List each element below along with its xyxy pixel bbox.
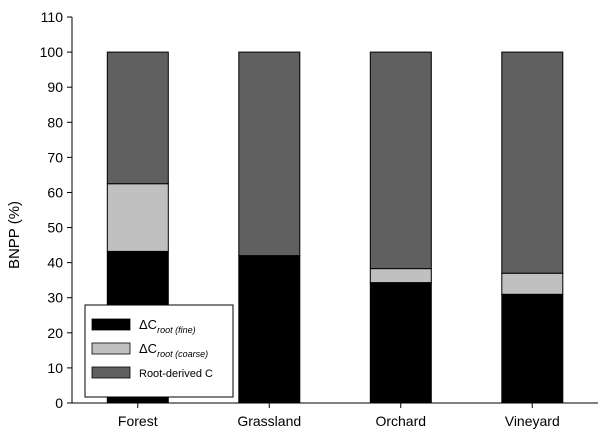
legend-swatch — [91, 342, 131, 355]
y-tick-label: 20 — [47, 325, 63, 341]
bar-orchard-series-1 — [369, 282, 432, 404]
bar-forest-series-2 — [106, 183, 169, 252]
y-tick-label: 40 — [47, 255, 63, 271]
legend-label: ΔCroot (coarse) — [139, 341, 208, 359]
legend-swatch — [91, 366, 131, 379]
y-tick-label: 90 — [47, 79, 63, 95]
legend: ΔCroot (fine) ΔCroot (coarse) Root-derived… — [84, 304, 234, 398]
bar-grassland-series-1 — [238, 255, 301, 404]
y-axis-title: BNPP (%) — [6, 201, 23, 269]
legend-label: Root-derived C — [139, 368, 213, 380]
y-tick-label: 0 — [55, 395, 63, 411]
x-tick-label: Vineyard — [505, 413, 560, 429]
bar-orchard-series-2 — [369, 268, 432, 284]
legend-swatch — [91, 318, 131, 331]
x-axis: Forest Grassland Orchard Vineyard — [118, 403, 560, 429]
bar-grassland-series-3 — [238, 51, 301, 257]
y-axis: 0 10 20 30 40 50 60 70 80 90 100 110 — [40, 9, 598, 411]
bar-vineyard-series-2 — [501, 272, 564, 295]
bar-vineyard-series-3 — [501, 51, 564, 274]
bar-group — [106, 51, 564, 404]
x-tick-label: Grassland — [237, 413, 301, 429]
y-tick-label: 110 — [41, 9, 64, 25]
y-tick-label: 30 — [47, 290, 63, 306]
bar-orchard-series-3 — [369, 51, 432, 270]
y-tick-label: 10 — [47, 360, 63, 376]
y-tick-label: 60 — [47, 184, 63, 200]
bar-forest-series-3 — [106, 51, 169, 185]
y-tick-label: 100 — [40, 44, 64, 60]
x-tick-label: Orchard — [375, 413, 426, 429]
legend-label: ΔCroot (fine) — [139, 317, 196, 335]
y-tick-label: 70 — [47, 149, 63, 165]
bar-vineyard-series-1 — [501, 293, 564, 404]
x-tick-label: Forest — [118, 413, 158, 429]
y-tick-label: 50 — [47, 220, 63, 236]
y-tick-label: 80 — [47, 114, 63, 130]
